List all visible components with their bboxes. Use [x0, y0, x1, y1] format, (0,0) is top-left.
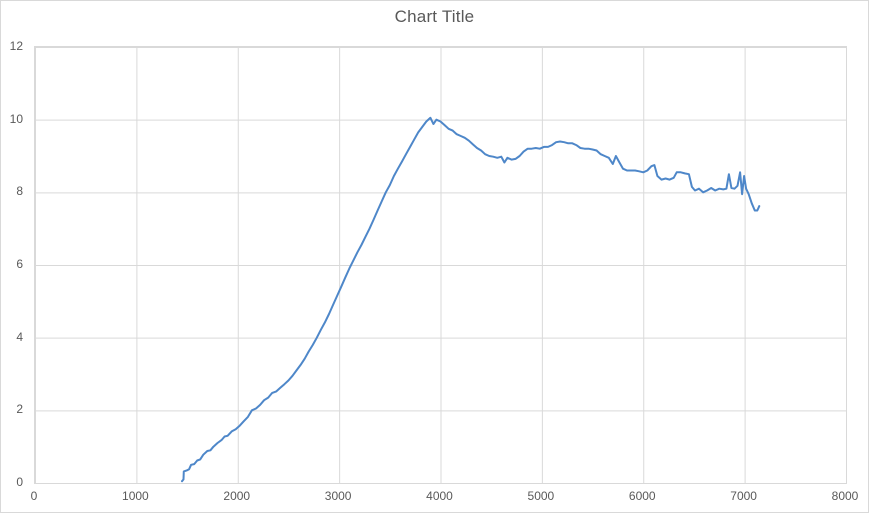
x-axis-tick-label: 1000 [122, 489, 149, 503]
x-axis-tick-label: 5000 [527, 489, 555, 503]
y-axis-tick-label: 0 [16, 475, 23, 489]
y-axis-tick-label: 10 [9, 111, 23, 126]
x-axis-tick-label: 2000 [223, 489, 251, 503]
x-axis-tick-label: 0 [30, 489, 38, 503]
chart-title: Chart Title [394, 7, 475, 26]
x-axis-tick-label: 3000 [324, 489, 352, 503]
x-axis-tick-label: 4000 [426, 489, 453, 503]
x-axis-tick-label: 8000 [831, 489, 859, 503]
y-axis-tick-label: 6 [16, 257, 23, 271]
data-line-series-1 [181, 116, 761, 483]
y-axis-tick-label: 8 [16, 184, 23, 199]
y-axis-tick-label: 2 [16, 402, 23, 417]
plot-area [34, 46, 847, 484]
y-axis-tick-label: 12 [9, 39, 23, 53]
x-axis-tick-label: 6000 [628, 489, 656, 503]
y-axis-tick-label: 4 [16, 329, 23, 344]
x-axis-tick-label: 7000 [730, 489, 757, 503]
line-series-svg [35, 47, 846, 483]
